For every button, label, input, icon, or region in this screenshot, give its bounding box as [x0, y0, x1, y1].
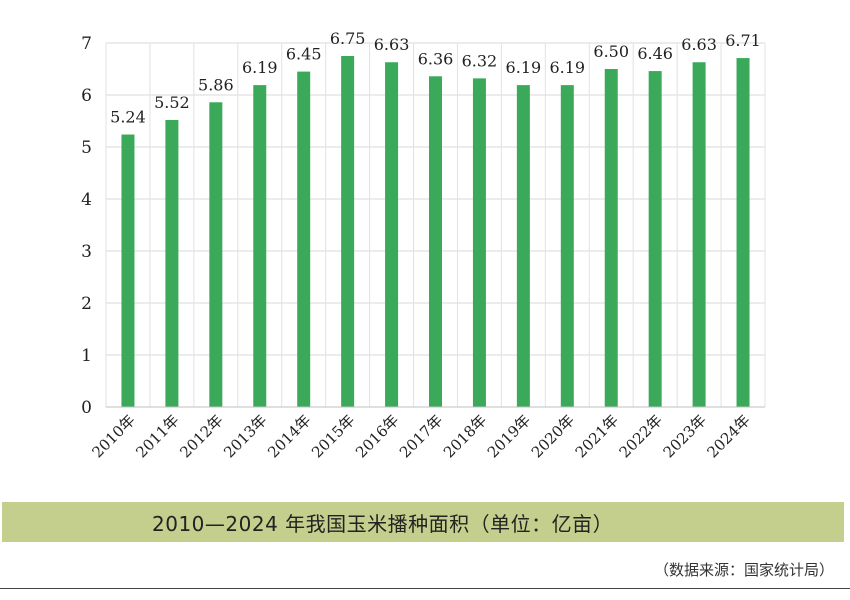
bar-value-label: 6.19	[506, 58, 542, 77]
x-category-label: 2019年	[484, 411, 534, 461]
y-tick-label: 6	[81, 86, 92, 106]
y-tick-label: 3	[81, 242, 92, 262]
x-category-label: 2012年	[176, 411, 226, 461]
x-category-label: 2013年	[220, 411, 270, 461]
bar-value-label: 5.24	[110, 108, 146, 127]
y-tick-label: 7	[81, 34, 92, 54]
bar-value-label: 6.36	[418, 49, 454, 68]
bottom-divider	[0, 588, 850, 589]
chart-title-bar: 2010—2024 年我国玉米播种面积（单位：亿亩）	[2, 502, 844, 542]
bar	[472, 78, 486, 408]
bar-value-label: 6.63	[374, 35, 410, 54]
bar	[736, 58, 750, 407]
bar-value-label: 6.45	[286, 45, 322, 64]
y-tick-label: 2	[81, 294, 92, 314]
data-source-note: （数据来源：国家统计局）	[653, 561, 834, 579]
bar	[385, 62, 399, 408]
bar-value-label: 6.19	[242, 58, 278, 77]
y-tick-label: 1	[81, 346, 92, 366]
x-category-label: 2016年	[352, 411, 402, 461]
bar-value-label: 6.19	[549, 58, 585, 77]
x-category-label: 2010年	[88, 411, 138, 461]
x-category-label: 2014年	[264, 411, 314, 461]
bar-chart: 0 1 2 3 4 5 6 7 5.24 2010年 5.52 2011年 5.86 2012年 6.19 2…	[81, 29, 766, 461]
x-category-label: 2024年	[704, 411, 754, 461]
bar	[341, 56, 355, 407]
bar	[560, 85, 574, 408]
bar	[648, 71, 662, 407]
x-category-label: 2017年	[396, 411, 446, 461]
x-category-label: 2011年	[132, 411, 182, 461]
bar-value-label: 6.71	[725, 31, 761, 50]
bar	[209, 102, 223, 407]
x-category-label: 2018年	[440, 411, 490, 461]
bar	[121, 134, 135, 407]
bar-value-label: 5.86	[198, 75, 234, 94]
bar	[297, 71, 311, 407]
bar	[429, 76, 442, 407]
bar	[604, 69, 618, 407]
y-tick-label: 5	[81, 138, 92, 158]
chart-title: 2010—2024 年我国玉米播种面积（单位：亿亩）	[152, 511, 614, 536]
x-category-label: 2020年	[528, 411, 578, 461]
x-category-label: 2015年	[308, 411, 358, 461]
x-category-label: 2021年	[572, 411, 622, 461]
bar	[165, 119, 179, 408]
bar-value-label: 6.50	[593, 42, 629, 61]
x-category-label: 2022年	[616, 411, 666, 461]
bar	[692, 62, 706, 408]
bar-value-label: 6.75	[330, 29, 366, 48]
bar	[253, 85, 267, 408]
bar-value-label: 5.52	[154, 93, 190, 112]
bar-value-label: 6.46	[637, 44, 673, 63]
y-tick-label: 4	[81, 190, 92, 210]
bar	[516, 85, 530, 408]
x-category-label: 2023年	[660, 411, 710, 461]
y-tick-label: 0	[81, 398, 92, 418]
bar-value-label: 6.63	[681, 35, 717, 54]
bar-value-label: 6.32	[462, 51, 498, 70]
